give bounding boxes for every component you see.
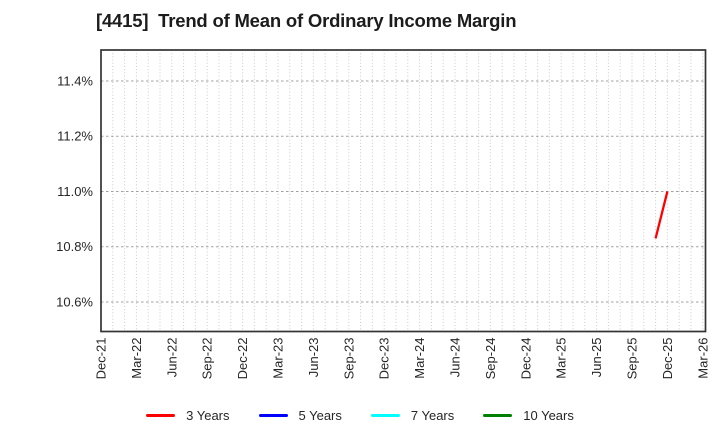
x-tick-label: Mar-22 bbox=[129, 338, 144, 379]
x-tick-label: Sep-23 bbox=[341, 338, 356, 380]
legend-swatch-red bbox=[146, 413, 176, 417]
chart-title: [4415] Trend of Mean of Ordinary Income … bbox=[96, 10, 517, 31]
y-tick-label: 11.4% bbox=[57, 73, 93, 88]
y-tick-label: 10.8% bbox=[56, 239, 93, 254]
legend-swatch-blue bbox=[258, 413, 288, 417]
x-tick-label: Dec-25 bbox=[660, 338, 675, 380]
x-tick-label: Dec-22 bbox=[235, 338, 250, 380]
x-tick-label: Sep-24 bbox=[483, 338, 498, 380]
legend-label: 10 Years bbox=[523, 407, 574, 423]
x-tick-label: Dec-23 bbox=[377, 338, 392, 380]
legend-label: 7 Years bbox=[410, 407, 455, 423]
x-tick-label: Jun-23 bbox=[306, 338, 321, 378]
x-tick-label: Mar-24 bbox=[412, 338, 427, 379]
x-tick-label: Dec-21 bbox=[94, 338, 109, 380]
y-tick-label: 10.6% bbox=[56, 294, 93, 309]
legend-label: 5 Years bbox=[298, 407, 342, 423]
legend-item-5-years: 5 Years bbox=[258, 407, 342, 423]
x-tick-label: Jun-24 bbox=[447, 338, 462, 378]
series-line-3-years bbox=[654, 191, 669, 239]
legend-label: 3 Years bbox=[186, 407, 230, 423]
y-tick-label: 11.2% bbox=[57, 129, 93, 144]
legend: 3 Years 5 Years 7 Years 10 Years bbox=[0, 403, 720, 427]
plot-border bbox=[100, 49, 707, 333]
x-tick-label: Jun-22 bbox=[164, 338, 179, 378]
x-tick-label: Mar-25 bbox=[554, 338, 569, 379]
x-tick-label: Mar-26 bbox=[695, 338, 710, 379]
x-tick-label: Sep-22 bbox=[200, 338, 215, 380]
legend-swatch-cyan bbox=[370, 413, 400, 417]
legend-item-3-years: 3 Years bbox=[146, 407, 230, 423]
legend-swatch-green bbox=[483, 413, 513, 417]
y-tick-label: 11.0% bbox=[57, 184, 93, 199]
x-tick-label: Mar-23 bbox=[270, 338, 285, 379]
x-tick-label: Jun-25 bbox=[589, 338, 604, 378]
x-tick-label: Dec-24 bbox=[518, 338, 533, 380]
x-tick-label: Sep-25 bbox=[624, 338, 639, 380]
legend-item-7-years: 7 Years bbox=[370, 407, 455, 423]
legend-item-10-years: 10 Years bbox=[483, 409, 574, 422]
